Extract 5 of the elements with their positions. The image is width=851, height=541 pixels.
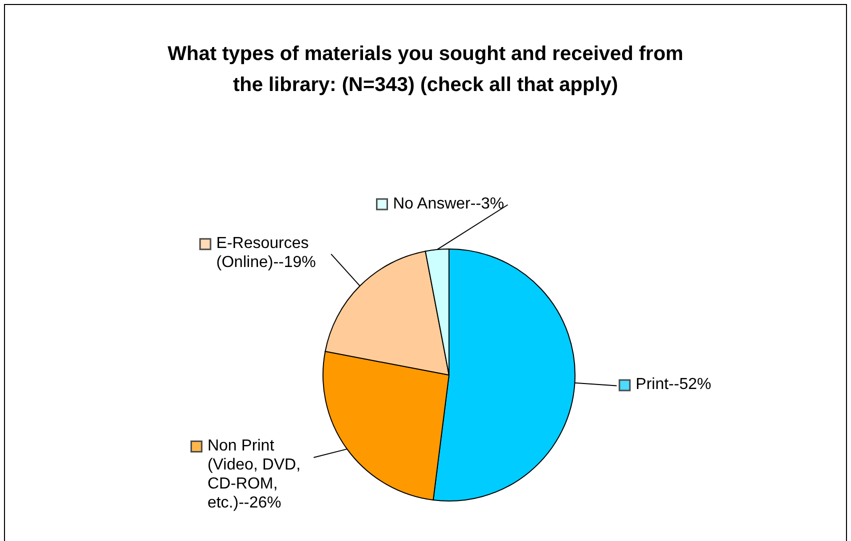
legend-label: E-Resources (Online)--19% bbox=[216, 235, 316, 272]
legend-label: No Answer--3% bbox=[393, 195, 504, 212]
legend-label: Non Print (Video, DVD, CD-ROM, etc.)--26% bbox=[207, 438, 301, 512]
legend-label: Print--52% bbox=[636, 376, 712, 394]
chart-title: What types of materials you sought and received from the library: (N=343) (check all that apply) bbox=[168, 43, 684, 96]
